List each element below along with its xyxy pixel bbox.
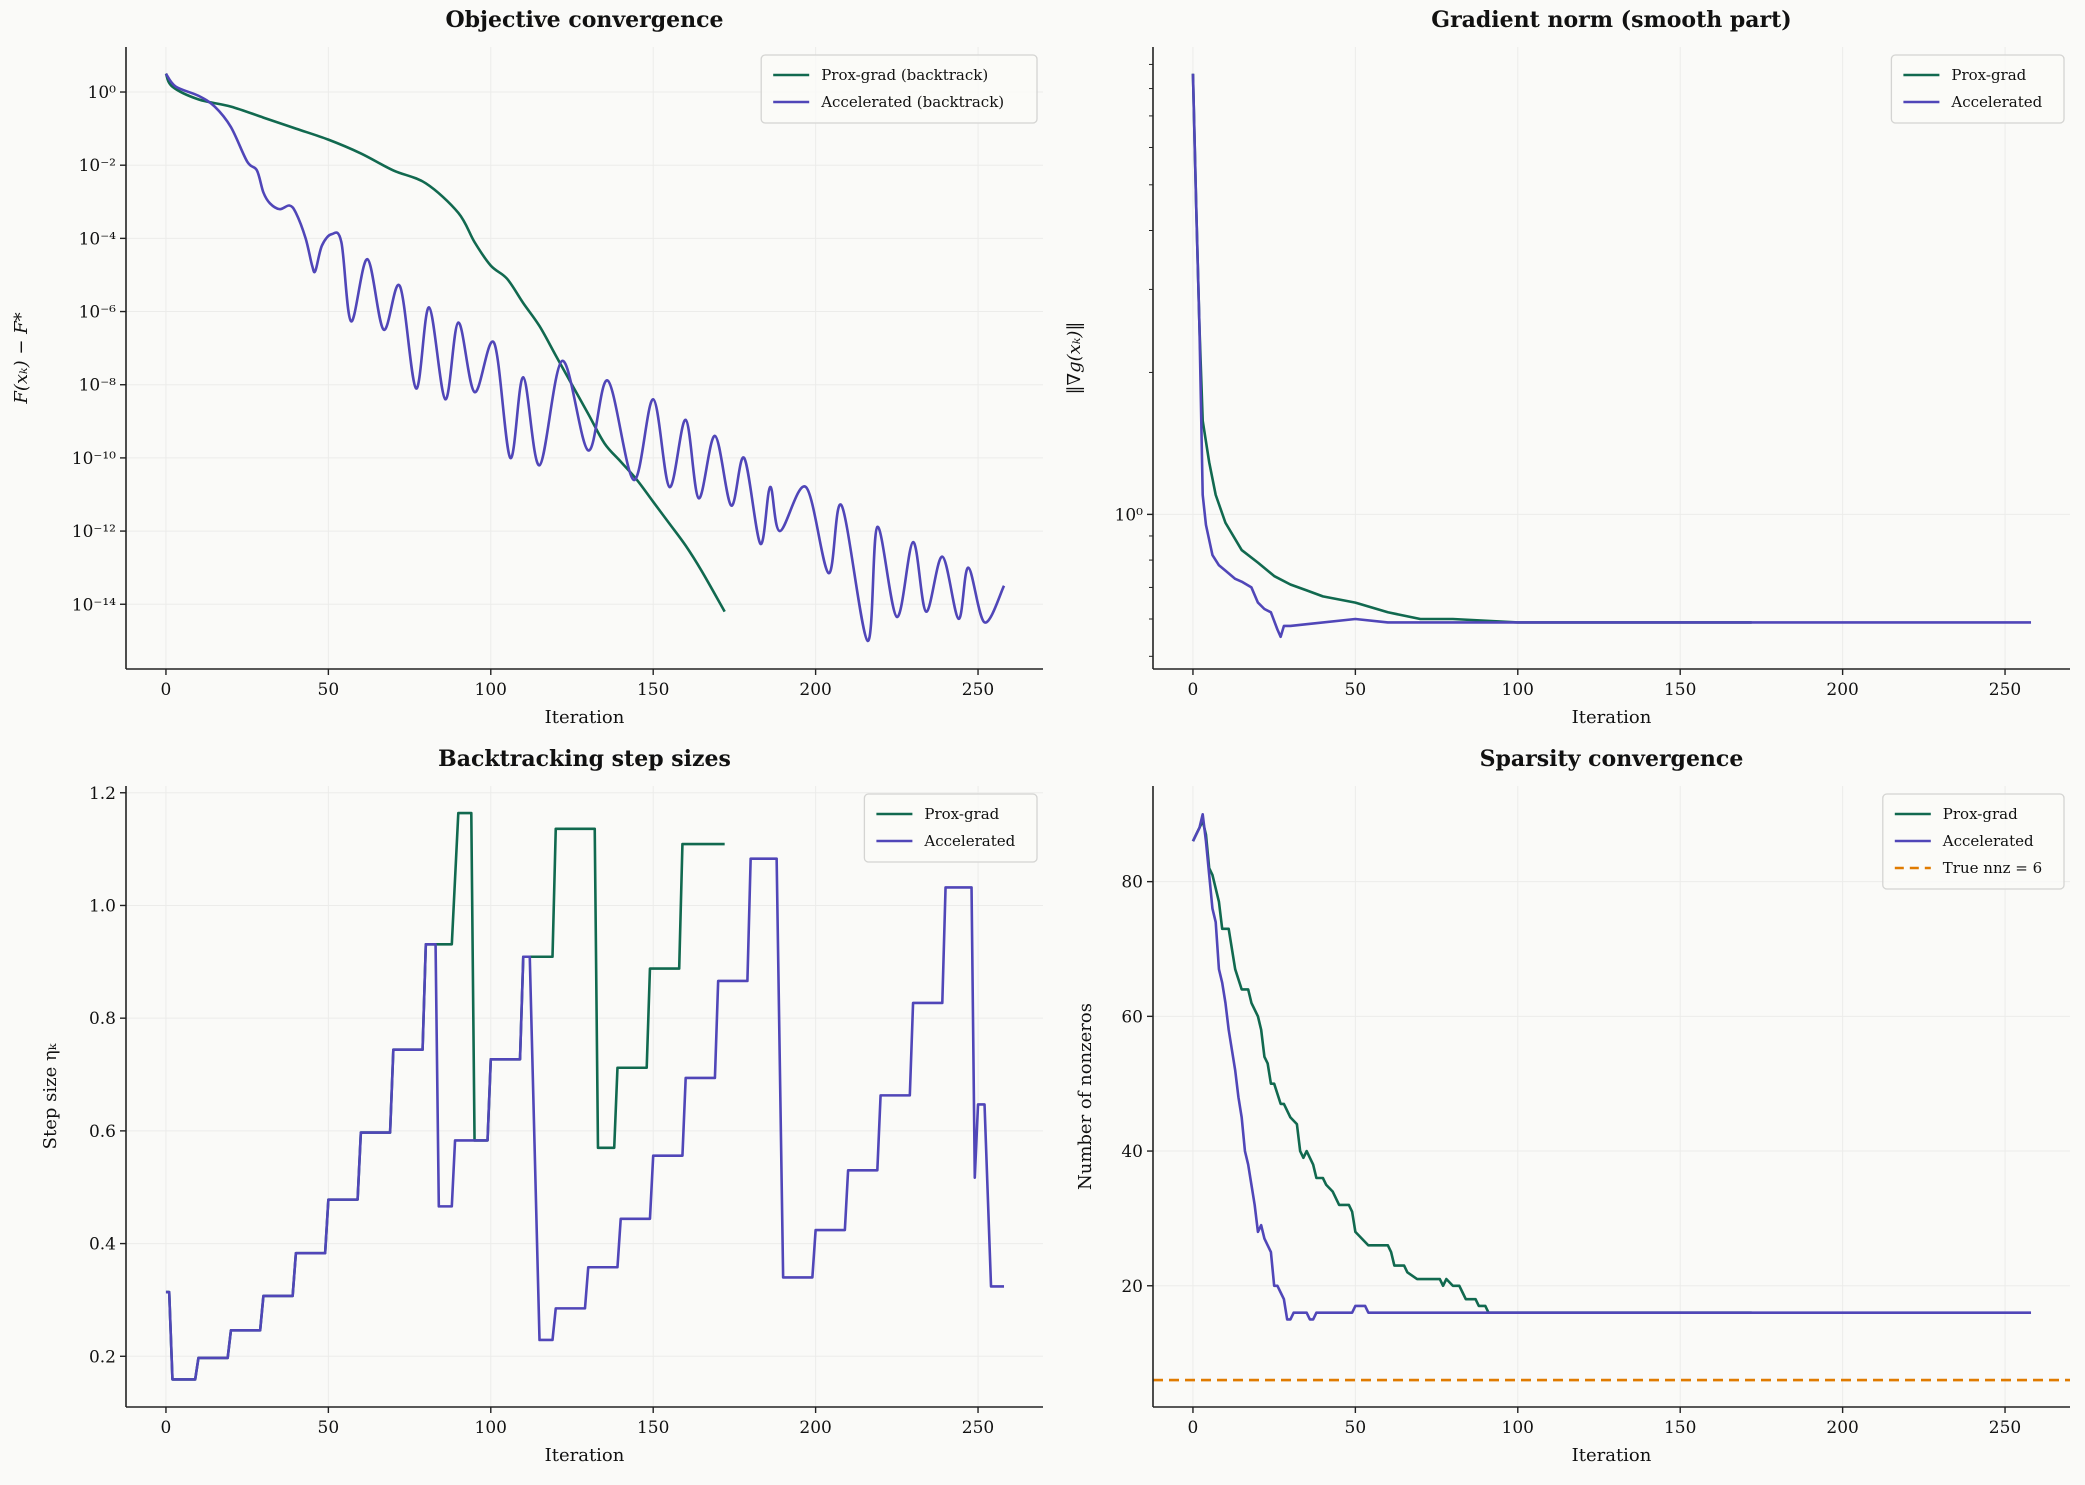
y-tick-label: 10⁻⁶ [79,303,117,323]
y-tick-label: 0.2 [89,1347,116,1367]
series-line-prox-grad [165,811,725,1381]
legend-label: Prox-grad [1943,805,2018,823]
x-tick-label: 150 [637,1418,669,1438]
y-tick-label: 20 [1121,1277,1143,1297]
legend-label: Accelerated (backtrack) [820,93,1004,111]
series-line-accelerated-backtrack [164,72,1006,643]
x-tick-label: 100 [475,1418,507,1438]
legend: Prox-grad (backtrack) Accelerated (backtr… [760,54,1038,124]
x-tick-label: 100 [1502,680,1534,700]
legend-label: Prox-grad [924,805,999,823]
y-tick-label: 10⁰ [88,83,117,103]
y-tick-label: 80 [1121,873,1143,893]
y-tick-label: 10⁰ [1115,505,1144,525]
series-line-prox-grad [1191,819,1752,1314]
legend-frame [760,54,1038,124]
series-line-prox-grad [1191,73,1752,624]
x-axis-label: Iteration [545,1445,625,1466]
legend: Prox-grad Accelerated True nnz = 6 [1882,793,2065,890]
y-axis-label: F(xₖ) − F* [11,312,32,404]
y-tick-label: 0.8 [89,1009,116,1029]
x-tick-label: 0 [161,680,172,700]
y-tick-label: 10⁻¹⁰ [72,449,116,469]
x-axis-label: Iteration [1572,1445,1652,1466]
x-tick-label: 250 [962,1418,994,1438]
x-tick-label: 0 [1188,1418,1199,1438]
legend-label: True nnz = 6 [1943,859,2042,877]
y-tick-label: 10⁻¹⁴ [72,595,116,615]
x-tick-label: 50 [1345,1418,1367,1438]
y-tick-label: 40 [1121,1142,1143,1162]
x-axis-label: Iteration [545,707,625,728]
y-tick-label: 1.2 [89,784,116,804]
legend-label: Prox-grad [1951,66,2026,84]
x-tick-label: 200 [799,680,831,700]
x-tick-label: 200 [1826,1418,1858,1438]
x-tick-label: 250 [1989,1418,2021,1438]
x-tick-label: 50 [1345,680,1367,700]
x-tick-label: 50 [318,680,340,700]
legend-frame [1890,54,2065,124]
subplot-title: Backtracking step sizes [438,746,731,772]
legend-frame [863,793,1038,863]
x-tick-label: 150 [637,680,669,700]
y-tick-label: 1.0 [89,896,116,916]
y-tick-label: 0.6 [89,1122,116,1142]
subplot-3: 0 50 100 150 200 250 0.2 0.4 0.6 0.8 1.0 1.2 Backtra… [40,746,1043,1466]
subplot-title: Sparsity convergence [1480,746,1744,772]
x-tick-label: 0 [161,1418,172,1438]
y-tick-label: 10⁻⁸ [79,376,117,396]
y-tick-label: 10⁻² [79,156,116,176]
series-line-accelerated [165,857,1005,1381]
x-tick-label: 200 [799,1418,831,1438]
y-axis-label: Step size ηₖ [40,1043,61,1149]
x-tick-label: 50 [318,1418,340,1438]
series-line-prox-grad-backtrack [164,72,726,613]
series-line-accelerated [1191,812,2032,1321]
legend-label: Prox-grad (backtrack) [821,66,988,84]
x-tick-label: 150 [1664,680,1696,700]
x-tick-label: 150 [1664,1418,1696,1438]
y-axis-label: ‖∇g(xₖ)‖ [1064,322,1085,395]
x-tick-label: 0 [1188,680,1199,700]
series-line-accelerated [1191,73,2032,639]
x-tick-label: 250 [962,680,994,700]
x-tick-label: 250 [1989,680,2021,700]
y-tick-label: 0.4 [89,1235,116,1255]
legend: Prox-grad Accelerated [1890,54,2065,124]
subplot-2: 0 50 100 150 200 250 10⁰ Gradient norm (smooth … [1064,7,2070,728]
subplot-1: 0 50 100 150 200 250 10⁰ 10⁻² 10⁻⁴ 10⁻⁶ 10⁻⁸ 10⁻¹⁰ 1… [11,7,1043,728]
subplot-title: Gradient norm (smooth part) [1431,7,1791,33]
y-axis-label: Number of nonzeros [1075,1003,1096,1190]
y-tick-label: 10⁻¹² [72,522,116,542]
legend-label: Accelerated [923,832,1015,850]
legend-label: Accelerated [1942,832,2034,850]
subplot-title: Objective convergence [445,7,723,33]
x-tick-label: 200 [1826,680,1858,700]
x-tick-label: 100 [1502,1418,1534,1438]
legend: Prox-grad Accelerated [863,793,1038,863]
y-tick-label: 60 [1121,1007,1143,1027]
legend-frame [1882,793,2065,890]
legend-label: Accelerated [1950,93,2042,111]
x-tick-label: 100 [475,680,507,700]
x-axis-label: Iteration [1572,707,1652,728]
y-tick-label: 10⁻⁴ [79,229,117,249]
subplot-4: 0 50 100 150 200 250 20 40 60 80 Sparsity converge… [1075,746,2070,1466]
